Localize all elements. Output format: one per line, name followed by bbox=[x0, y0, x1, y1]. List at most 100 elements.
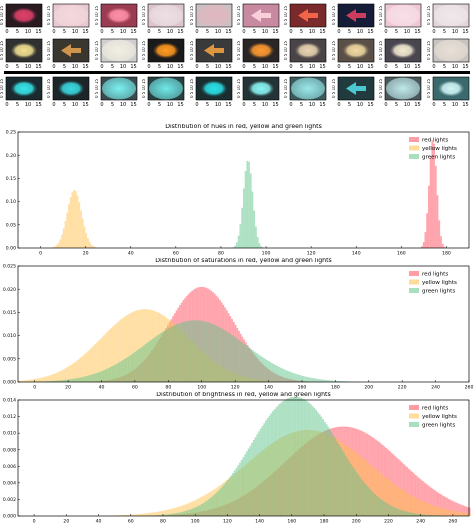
histogram-bar bbox=[90, 244, 93, 248]
histogram-bar bbox=[203, 321, 206, 382]
histogram-bar bbox=[66, 379, 69, 382]
thumbnail-green-light: 0 5 10 150 5 10 15 bbox=[237, 76, 280, 108]
histogram-bar bbox=[160, 332, 162, 382]
histogram-bar bbox=[335, 380, 338, 382]
thumbnail-x-tick-label: 0 bbox=[385, 64, 388, 70]
thumbnail-y-tick-labels: 0 5 10 15 bbox=[190, 79, 194, 99]
histogram-bar bbox=[409, 470, 412, 516]
histogram-bar bbox=[99, 371, 102, 382]
histogram-bar bbox=[344, 455, 347, 516]
histogram-bar bbox=[52, 380, 55, 382]
histogram-bar bbox=[269, 362, 272, 382]
histogram-bar bbox=[385, 478, 388, 516]
thumbnail-image bbox=[290, 3, 327, 28]
thumbnail-yellow-light: 0 5 10 150 5 10 15 bbox=[237, 38, 280, 70]
thumbnail-x-tick-label: 15 bbox=[415, 29, 421, 35]
histogram-bar bbox=[64, 379, 67, 382]
histogram-bar bbox=[351, 466, 354, 516]
y-tick-label: 0.10 bbox=[6, 199, 16, 205]
histogram-bar bbox=[409, 512, 411, 516]
thumbnail-x-tick-label: 15 bbox=[178, 102, 184, 108]
thumbnail-x-tick-label: 0 bbox=[290, 29, 293, 35]
histogram-bar bbox=[90, 374, 93, 382]
histogram-bar bbox=[144, 513, 147, 516]
histogram-bar bbox=[384, 476, 386, 516]
histogram-bar bbox=[247, 448, 250, 516]
histogram-bar bbox=[251, 191, 254, 248]
histogram-bar bbox=[425, 483, 428, 516]
histogram-bar bbox=[193, 320, 195, 382]
histogram-bar bbox=[191, 320, 194, 382]
histogram-bar bbox=[253, 351, 256, 382]
histogram-bar bbox=[308, 402, 311, 516]
histogram-bar bbox=[141, 513, 143, 516]
histogram-bar bbox=[456, 511, 459, 516]
thumbnail-image bbox=[195, 76, 232, 101]
histogram-bar bbox=[18, 380, 20, 382]
histogram-bar bbox=[208, 322, 211, 382]
histogram-bar bbox=[141, 309, 143, 382]
histogram-bar bbox=[214, 324, 216, 382]
y-tick-label: 0.20 bbox=[6, 153, 16, 159]
histogram-bar bbox=[287, 398, 290, 516]
histogram-bar bbox=[281, 368, 284, 382]
thumbnail-image bbox=[337, 76, 375, 101]
histogram-bar bbox=[295, 374, 298, 382]
histogram-bar bbox=[408, 494, 411, 516]
histogram-bar bbox=[304, 400, 307, 516]
histogram-bar bbox=[38, 378, 41, 382]
histogram-bar bbox=[96, 372, 98, 382]
thumbnail-yellow-light: 0 5 10 150 5 10 15 bbox=[47, 38, 90, 70]
histogram-bar bbox=[68, 366, 71, 382]
histogram-bar bbox=[455, 511, 457, 516]
histogram-bar bbox=[376, 495, 378, 516]
legend-label: red lights bbox=[422, 406, 448, 412]
histogram-bar bbox=[441, 508, 443, 516]
thumbnail-x-tick-label: 5 bbox=[300, 102, 303, 108]
histogram-bar bbox=[182, 505, 185, 516]
histogram-bar bbox=[340, 381, 343, 382]
histogram-bar bbox=[268, 415, 271, 516]
thumbnail-y-tick-labels: 0 5 10 15 bbox=[47, 6, 51, 26]
histogram-bar bbox=[451, 510, 454, 516]
histogram-bar bbox=[257, 354, 260, 382]
histogram-bar bbox=[425, 502, 428, 516]
histogram-bar bbox=[237, 235, 240, 248]
histogram-bar bbox=[251, 442, 253, 516]
histogram-bar bbox=[19, 380, 22, 382]
histogram-bar bbox=[324, 421, 326, 516]
training-image-thumbnail-grid: 0 5 10 150510150 5 10 150510150 5 10 150… bbox=[0, 0, 474, 110]
histogram-bar bbox=[355, 471, 357, 516]
histogram-bar bbox=[104, 333, 107, 382]
legend-swatch bbox=[409, 154, 419, 159]
histogram-bar bbox=[322, 419, 325, 516]
histogram-bar bbox=[199, 505, 201, 516]
histogram-bar bbox=[167, 514, 170, 516]
thumbnail-x-tick-label: 5 bbox=[395, 29, 398, 35]
histogram-bar bbox=[222, 329, 225, 382]
histogram-bar bbox=[310, 404, 312, 516]
histogram-bar bbox=[463, 505, 466, 516]
histogram-bar bbox=[78, 202, 81, 248]
histogram-bar bbox=[271, 363, 273, 382]
histogram-bar bbox=[465, 506, 468, 516]
histogram-bar bbox=[189, 320, 192, 382]
histogram-bar bbox=[202, 502, 205, 516]
histogram-bar bbox=[221, 486, 224, 516]
histogram-bar bbox=[192, 508, 194, 516]
thumbnail-x-tick-label: 10 bbox=[167, 29, 173, 35]
histogram-bar bbox=[49, 381, 51, 382]
thumbnail-x-tick-label: 15 bbox=[272, 29, 278, 35]
histogram-bar bbox=[206, 500, 208, 516]
histogram-bar bbox=[109, 366, 112, 382]
histogram-bar bbox=[174, 325, 176, 382]
x-tick-label: 200 bbox=[364, 385, 373, 391]
plot-frame bbox=[17, 399, 470, 517]
histogram-bar bbox=[127, 314, 130, 382]
histogram-bar bbox=[57, 242, 60, 248]
histogram-bar bbox=[435, 491, 438, 516]
histogram-bar bbox=[243, 343, 246, 382]
x-tick-label: 20 bbox=[65, 385, 71, 391]
thumbnail-x-tick-label: 0 bbox=[148, 64, 151, 70]
thumbnail-x-tick-label: 15 bbox=[415, 102, 421, 108]
